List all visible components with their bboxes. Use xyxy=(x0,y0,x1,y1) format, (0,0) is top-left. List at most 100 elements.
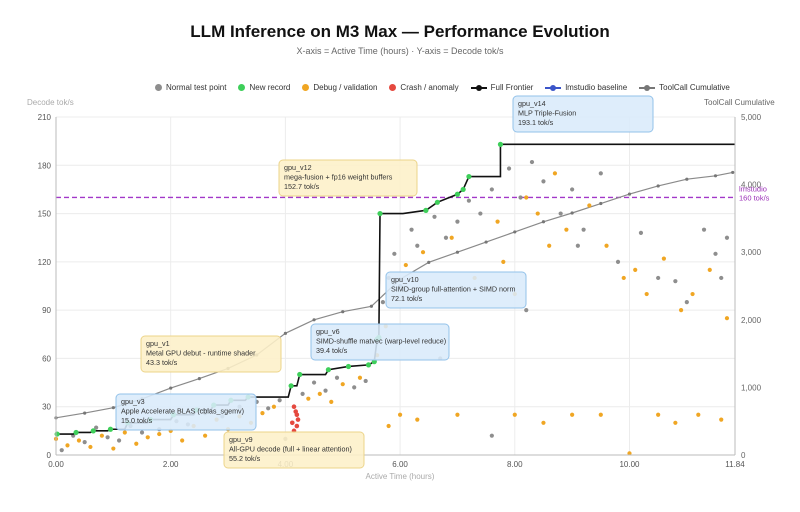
normal-point xyxy=(478,211,483,216)
legend-label-frontier: Full Frontier xyxy=(490,83,534,92)
y-tick-label: 210 xyxy=(38,113,52,122)
annotation-text: 152.7 tok/s xyxy=(284,182,320,191)
normal-point xyxy=(409,227,414,232)
toolcall-point xyxy=(197,377,201,381)
normal-point xyxy=(59,448,64,453)
new-record-point xyxy=(107,426,114,432)
x-tick-label: 8.00 xyxy=(507,460,523,469)
normal-point xyxy=(638,230,644,235)
annotation-text: Metal GPU debut - runtime shader xyxy=(146,349,256,358)
debug-point xyxy=(524,195,529,200)
legend-label-lmstudio: lmstudio baseline xyxy=(565,83,628,92)
new-record-point xyxy=(454,191,461,197)
normal-point xyxy=(598,171,603,176)
debug-point xyxy=(340,382,345,387)
annotation-box xyxy=(223,431,365,469)
debug-point xyxy=(690,291,695,297)
y2-tick-label: 5,000 xyxy=(741,113,762,122)
y-tick-label: 30 xyxy=(42,403,51,412)
x-tick-label: 10.00 xyxy=(619,460,640,469)
annotation-text: gpu_v3 xyxy=(121,397,145,406)
legend-item-new-record[interactable]: New record xyxy=(238,83,290,92)
legend-item-toolcall[interactable]: ToolCall Cumulative xyxy=(639,83,730,92)
y2-tick-label: 0 xyxy=(741,451,746,460)
normal-point xyxy=(392,251,397,256)
legend-swatch-frontier xyxy=(470,84,487,91)
legend-item-frontier[interactable]: Full Frontier xyxy=(470,83,534,92)
debug-point xyxy=(111,446,116,451)
annotation-text: mega-fusion + fp16 weight buffers xyxy=(284,173,393,182)
annotation-text: gpu_v12 xyxy=(284,163,312,172)
toolcall-point xyxy=(111,406,115,410)
y2-tick-label: 1,000 xyxy=(741,383,762,392)
normal-point xyxy=(323,388,328,393)
debug-point xyxy=(661,256,666,261)
debug-point xyxy=(260,411,265,416)
normal-point xyxy=(415,243,420,248)
annotation-text: MLP Triple-Fusion xyxy=(518,109,576,118)
crash-point xyxy=(289,420,295,426)
normal-point xyxy=(139,430,145,435)
debug-point xyxy=(415,417,420,422)
new-record-point xyxy=(434,199,440,205)
normal-point xyxy=(116,438,122,443)
toolcall-point xyxy=(455,250,460,254)
annotation-box xyxy=(385,271,527,309)
annotation-text: gpu_v9 xyxy=(229,435,253,444)
normal-point xyxy=(615,259,621,264)
normal-point xyxy=(719,275,724,281)
debug-point xyxy=(329,399,334,404)
annotation-text: 55.2 tok/s xyxy=(229,454,261,463)
annotation-text: SIMD-group full-attention + SIMD norm xyxy=(391,285,515,294)
normal-point xyxy=(466,198,472,203)
debug-point xyxy=(449,235,454,240)
y-tick-label: 0 xyxy=(47,451,52,460)
normal-point xyxy=(489,187,494,192)
y-tick-label: 180 xyxy=(38,161,52,170)
normal-point xyxy=(518,195,523,200)
debug-point xyxy=(656,412,661,417)
debug-point xyxy=(180,438,185,443)
debug-point xyxy=(627,451,632,456)
normal-point xyxy=(82,440,87,445)
annotation-text: Apple Accelerate BLAS (cblas_sgemv) xyxy=(121,407,244,416)
new-record-point xyxy=(365,362,372,368)
legend-item-normal[interactable]: Normal test point xyxy=(155,83,226,92)
debug-point xyxy=(633,267,638,273)
new-record-point xyxy=(497,141,504,147)
debug-point xyxy=(621,275,626,281)
legend-item-crash[interactable]: Crash / anomaly xyxy=(389,83,459,92)
debug-point xyxy=(317,391,322,396)
debug-point xyxy=(403,262,408,268)
normal-point xyxy=(311,380,317,385)
debug-point xyxy=(495,219,500,224)
x-tick-label: 0.00 xyxy=(48,460,64,469)
debug-point xyxy=(397,412,403,417)
debug-point xyxy=(535,211,540,216)
annotation-text: All-GPU decode (full + linear attention) xyxy=(229,445,352,454)
annotation-text: 72.1 tok/s xyxy=(391,294,423,303)
normal-point xyxy=(363,378,368,384)
new-record-point xyxy=(345,363,352,370)
y-tick-label: 150 xyxy=(38,210,52,219)
debug-point xyxy=(724,316,730,321)
crash-point xyxy=(294,423,300,429)
normal-point xyxy=(352,385,357,390)
annotation-text: gpu_v14 xyxy=(518,99,546,108)
normal-point xyxy=(684,299,689,305)
toolcall-point xyxy=(731,170,735,175)
legend-item-lmstudio[interactable]: lmstudio baseline xyxy=(545,83,627,92)
reference-line-label: 160 tok/s xyxy=(739,193,770,202)
debug-point xyxy=(644,291,649,297)
legend-label-debug: Debug / validation xyxy=(313,83,378,92)
debug-point xyxy=(145,435,150,440)
reference-line-label: lmstudio xyxy=(739,184,767,193)
legend-item-debug[interactable]: Debug / validation xyxy=(302,83,377,92)
crash-point xyxy=(295,417,301,422)
debug-point xyxy=(76,438,82,443)
legend-label-crash: Crash / anomaly xyxy=(400,83,459,92)
x-tick-label: 11.84 xyxy=(725,460,745,469)
new-record-point xyxy=(460,186,466,193)
new-record-point xyxy=(423,207,429,213)
